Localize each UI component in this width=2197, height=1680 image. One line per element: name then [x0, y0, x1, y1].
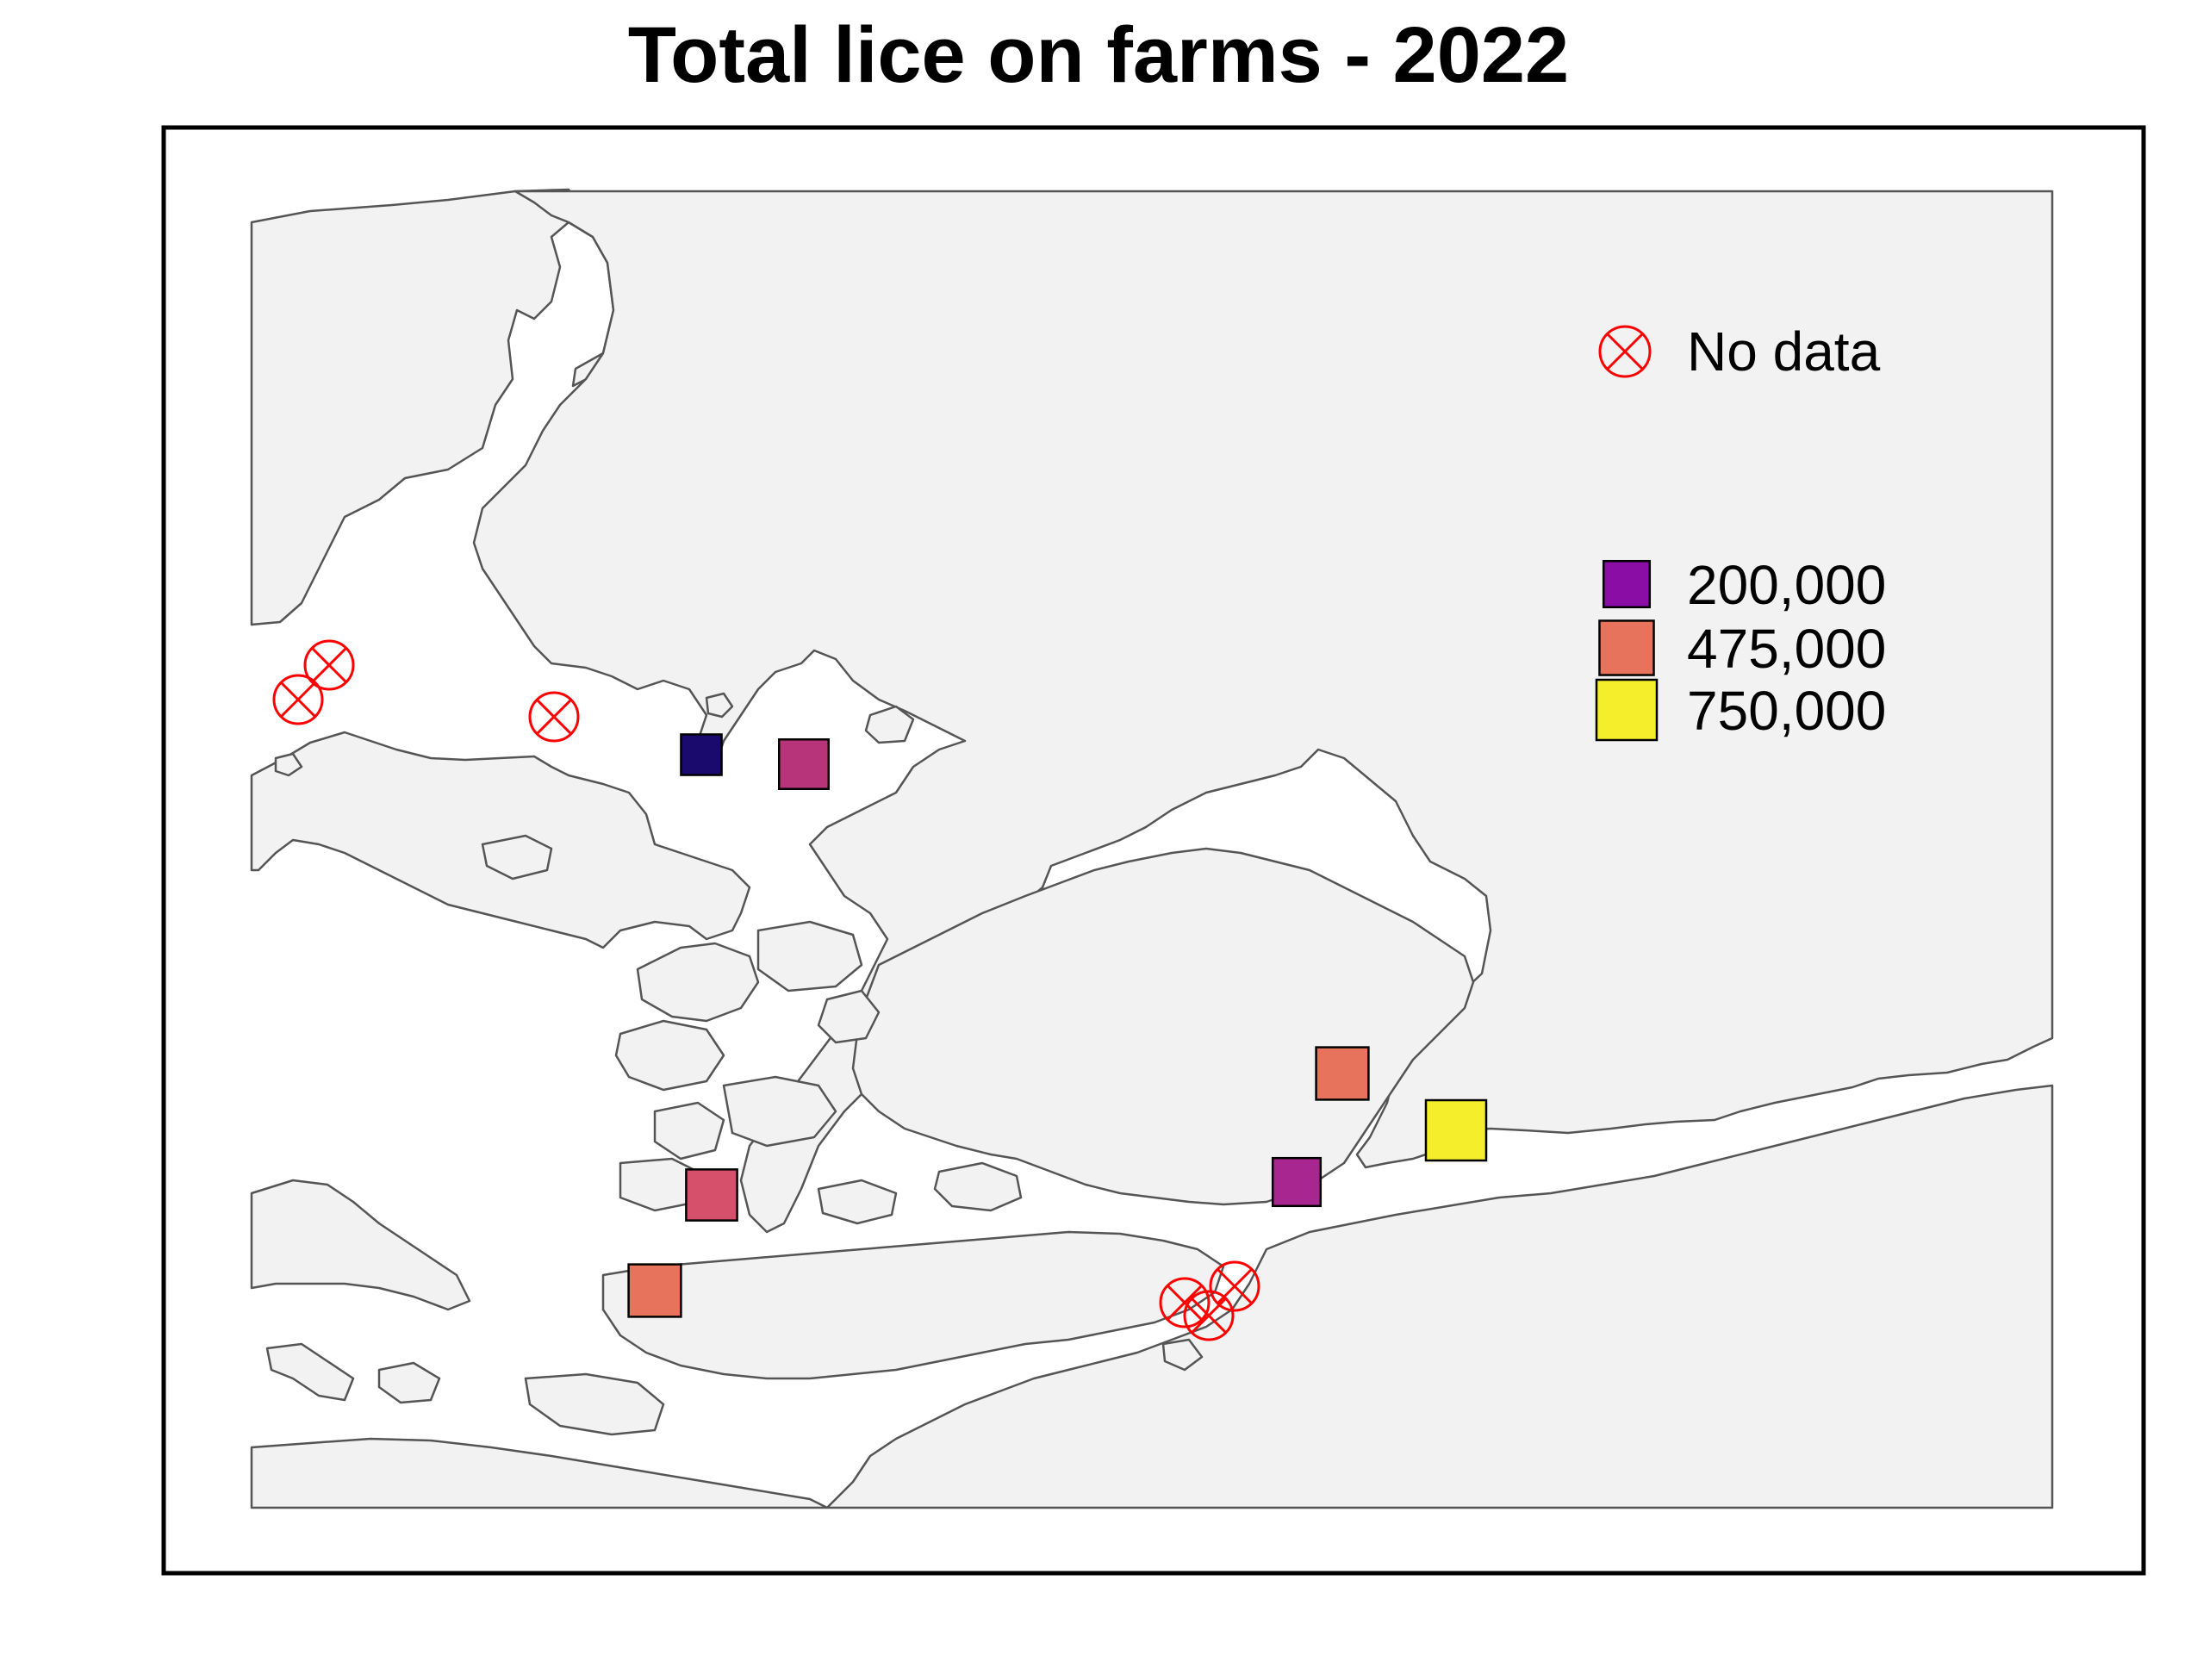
- no-data-circle: [1159, 1277, 1211, 1328]
- no-data-cross-b: [1605, 332, 1645, 371]
- island: [817, 989, 881, 1044]
- no-data-circle: [272, 674, 324, 725]
- island: [377, 1361, 441, 1404]
- legend-symbol-1: [1602, 559, 1652, 609]
- no-data-circle: [1183, 1290, 1235, 1341]
- island: [524, 1372, 665, 1436]
- no-data-farm-marker: [1159, 1277, 1211, 1328]
- farm-marker: [1315, 1046, 1370, 1101]
- no-data-symbol-icon: [1598, 325, 1652, 378]
- no-data-cross-line-2: [535, 698, 573, 736]
- legend-label-3: 750,000: [1687, 680, 1886, 742]
- no-data-circle: [528, 691, 580, 743]
- farm-markers: [272, 639, 1488, 1341]
- island: [817, 1179, 898, 1225]
- map-frame: [161, 125, 2146, 1576]
- no-data-cross-line-2: [310, 646, 348, 684]
- island: [722, 1075, 837, 1148]
- island: [265, 1342, 355, 1402]
- farm-marker: [680, 733, 723, 776]
- island: [933, 1161, 1023, 1212]
- no-data-farm-marker: [303, 639, 355, 691]
- farm-marker: [1271, 1156, 1323, 1208]
- no-data-cross-line-2: [1190, 1297, 1228, 1335]
- island: [653, 1101, 725, 1160]
- legend-symbol-3: [1595, 678, 1659, 742]
- island: [481, 834, 553, 880]
- no-data-circle: [303, 639, 355, 691]
- no-data-farm-marker: [528, 691, 580, 743]
- east-central-landmass: [851, 847, 1475, 1206]
- legend-no-data-label: No data: [1687, 320, 1881, 383]
- land-layer: [250, 188, 2054, 1509]
- farm-marker: [777, 737, 831, 791]
- no-data-circle: [1209, 1260, 1260, 1312]
- southeast-mainland: [825, 1084, 2054, 1509]
- island: [636, 942, 760, 1023]
- no-data-cross-line-2: [1166, 1284, 1204, 1322]
- southwest-land: [250, 1437, 829, 1509]
- legend-label-2: 475,000: [1687, 618, 1886, 680]
- legend-no-data: No data: [1598, 320, 1881, 383]
- island: [705, 692, 734, 719]
- southern-mainland: [250, 1179, 471, 1311]
- island: [614, 1019, 725, 1092]
- island: [274, 752, 303, 777]
- no-data-farm-marker: [272, 674, 324, 725]
- map-title: Total lice on farms - 2022: [627, 11, 1570, 99]
- no-data-farm-marker: [1183, 1290, 1235, 1341]
- farm-marker: [685, 1168, 738, 1222]
- island: [1161, 1338, 1204, 1372]
- farm-marker: [627, 1263, 682, 1318]
- legend-label-1: 200,000: [1687, 554, 1886, 616]
- island: [864, 705, 915, 744]
- island: [756, 920, 863, 992]
- farm-marker: [1424, 1098, 1488, 1162]
- no-data-cross-line-2: [279, 681, 317, 719]
- legend-symbol-2: [1598, 619, 1655, 676]
